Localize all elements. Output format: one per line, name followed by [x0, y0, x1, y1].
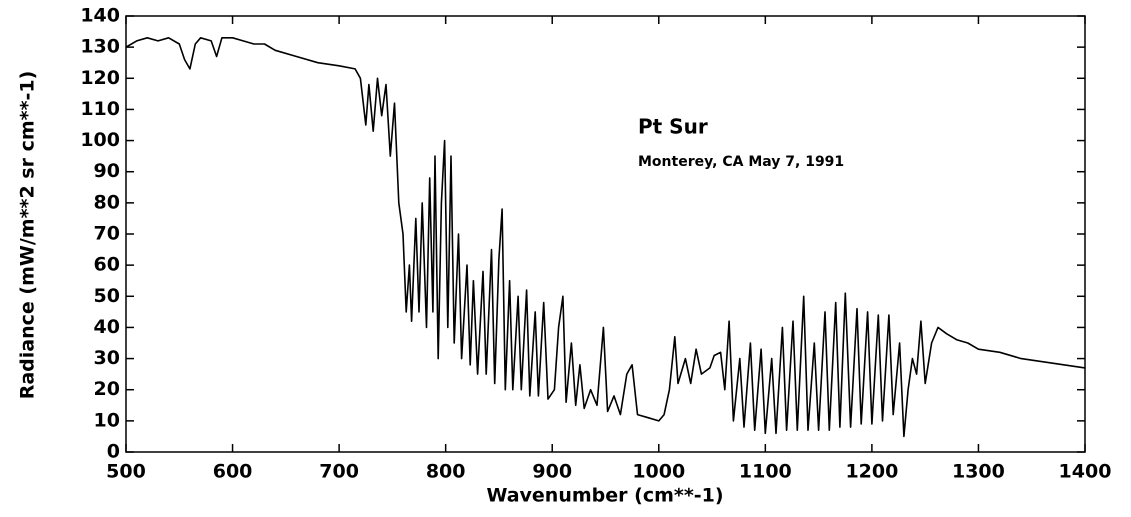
y-tick-label: 0: [107, 441, 120, 463]
y-tick-label: 90: [94, 160, 120, 182]
plot-frame: [125, 15, 1086, 453]
x-tick-label: 1000: [632, 461, 685, 483]
y-tick-label: 40: [94, 316, 120, 338]
x-tick-label: 900: [532, 461, 572, 483]
y-tick-label: 110: [80, 98, 120, 120]
x-tick-label: 1300: [952, 461, 1005, 483]
x-tick-label: 1200: [845, 461, 898, 483]
y-tick-label: 130: [80, 36, 120, 58]
x-axis-label: Wavenumber (cm**-1): [486, 485, 723, 507]
y-axis-label: Radiance (mW/m**2 sr cm**-1): [17, 71, 39, 400]
y-tick-label: 10: [94, 409, 120, 431]
y-tick-label: 70: [94, 223, 120, 245]
x-tick-label: 500: [106, 461, 146, 483]
y-tick-label: 120: [80, 67, 120, 89]
y-tick-label: 30: [94, 347, 120, 369]
annotation: Pt Sur: [638, 115, 708, 139]
x-tick-label: 700: [319, 461, 359, 483]
spectrum-line: [125, 37, 1086, 438]
y-tick-label: 140: [80, 5, 120, 27]
annotation: Monterey, CA May 7, 1991: [638, 154, 844, 170]
y-tick-label: 100: [80, 129, 120, 151]
x-tick-label: 600: [213, 461, 253, 483]
y-tick-label: 20: [94, 378, 120, 400]
x-tick-label: 1100: [739, 461, 792, 483]
x-tick-label: 800: [426, 461, 466, 483]
x-tick-label: 1400: [1059, 461, 1112, 483]
y-tick-label: 60: [94, 254, 120, 276]
y-tick-label: 80: [94, 191, 120, 213]
y-tick-label: 50: [94, 285, 120, 307]
